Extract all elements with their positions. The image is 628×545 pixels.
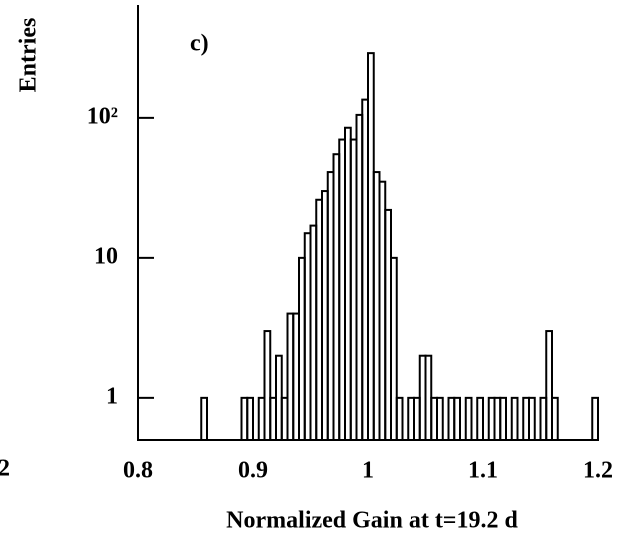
y-tick-label: 10²	[87, 103, 118, 129]
histogram-bin	[528, 396, 536, 442]
clipped-label: 2	[0, 456, 10, 482]
histogram-bin	[246, 396, 254, 442]
histogram-bin	[453, 396, 461, 442]
histogram-bin	[464, 396, 473, 442]
histogram-bin	[200, 396, 208, 442]
x-tick-label: 1.1	[468, 458, 498, 484]
histogram-bin	[551, 396, 559, 442]
histogram-bin	[395, 396, 404, 442]
x-tick-label: 1.2	[583, 458, 613, 484]
x-tick-label: 0.8	[123, 458, 153, 484]
x-tick-label: 1	[362, 458, 374, 484]
histogram-bin	[476, 396, 484, 442]
histogram-bin	[591, 396, 599, 442]
y-axis-label: Entries	[16, 18, 42, 93]
x-tick-label: 0.9	[238, 458, 268, 484]
histogram-bin	[510, 396, 519, 442]
histogram-bin	[390, 256, 398, 441]
y-tick-label: 1	[106, 383, 118, 409]
annotation: c)	[190, 31, 209, 57]
x-axis-label: Normalized Gain at t=19.2 d	[226, 508, 518, 534]
y-tick-label: 10	[94, 243, 118, 269]
histogram-bin	[545, 330, 553, 442]
histogram-bin	[436, 396, 444, 442]
histogram-bin	[263, 330, 272, 442]
histogram-bin	[499, 396, 507, 442]
